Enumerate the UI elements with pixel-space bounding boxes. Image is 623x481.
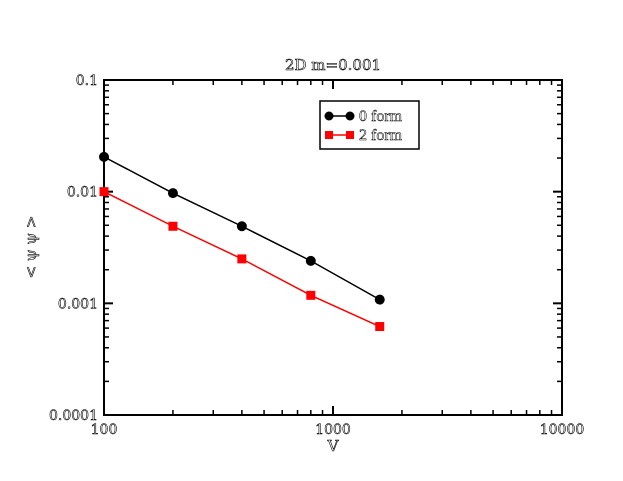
y-tick-label: 0.0001 xyxy=(49,408,98,424)
x-tick-label: 10000 xyxy=(540,422,585,438)
legend-marker xyxy=(325,131,333,139)
y-tick-label: 0.1 xyxy=(76,73,98,89)
chart-title: 2D m=0.001 xyxy=(285,56,381,74)
legend-label: 0 form xyxy=(359,108,403,125)
legend-marker xyxy=(346,131,354,139)
data-point xyxy=(99,187,109,197)
data-point xyxy=(99,151,109,162)
x-tick-label: 1000 xyxy=(315,422,351,438)
legend-box xyxy=(319,100,420,150)
data-point xyxy=(237,254,247,264)
y-tick-label: 0.001 xyxy=(58,296,98,312)
data-point xyxy=(168,221,178,231)
x-tick-label: 100 xyxy=(91,422,118,438)
y-tick-label: 0.01 xyxy=(67,185,98,201)
tick-labels: 100 1000 10000 0.1 0.01 0.001 0.0001 xyxy=(49,73,585,439)
data-point xyxy=(236,221,247,232)
data-point xyxy=(374,294,385,305)
legend-marker xyxy=(324,111,334,121)
legend-marker xyxy=(345,111,355,121)
legend-label: 2 form xyxy=(359,127,403,144)
data-point xyxy=(167,188,178,199)
data-point xyxy=(306,290,316,300)
data-point xyxy=(305,255,316,266)
y-axis-label: < ψ ψ > xyxy=(22,216,40,279)
axis-ticks xyxy=(104,80,562,415)
data-point xyxy=(375,322,385,332)
series-layer xyxy=(99,151,385,332)
x-axis-label: V xyxy=(327,437,340,455)
legend: 0 form 2 form xyxy=(319,100,420,150)
